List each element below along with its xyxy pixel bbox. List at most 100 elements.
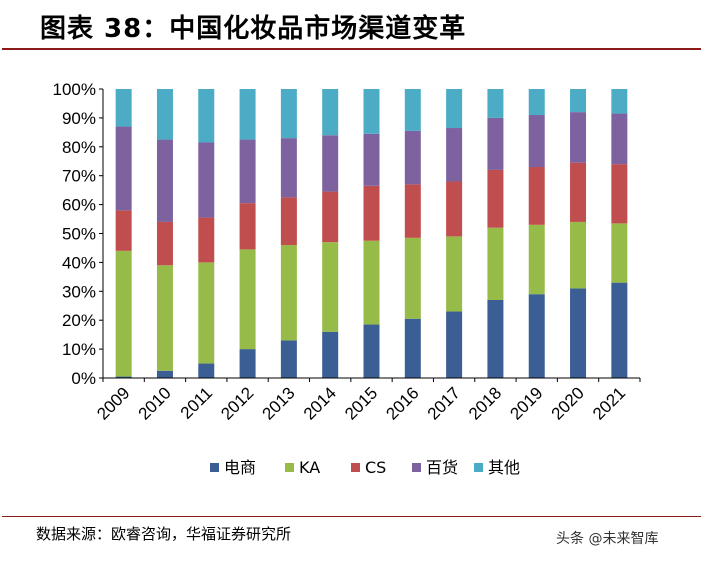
bar-2018-1: [487, 227, 504, 300]
bar-2017-0: [446, 311, 463, 378]
bar-2010-4: [156, 89, 173, 140]
bar-2018-2: [487, 169, 504, 228]
x-tick-label: 2019: [506, 383, 546, 423]
legend-swatch: [285, 463, 294, 472]
y-tick-label: 100%: [53, 80, 96, 99]
legend-label: 其他: [488, 458, 520, 477]
bar-2021-4: [611, 89, 628, 114]
bar-2014-1: [322, 242, 339, 332]
legend-label: CS: [365, 458, 386, 477]
x-tick-label: 2016: [382, 383, 422, 423]
bar-2013-0: [280, 340, 297, 378]
x-tick-label: 2015: [341, 383, 381, 423]
bar-2020-1: [570, 221, 587, 289]
bar-2012-1: [239, 249, 256, 350]
bar-2020-4: [570, 89, 587, 113]
bar-2013-3: [280, 138, 297, 198]
bar-2012-2: [239, 203, 256, 250]
y-tick-label: 30%: [62, 282, 96, 301]
bar-2011-0: [198, 363, 215, 378]
bar-2016-2: [404, 184, 421, 238]
watermark: 头条 @未来智库: [556, 531, 659, 547]
y-tick-label: 70%: [62, 167, 96, 186]
bar-2013-4: [280, 89, 297, 139]
x-tick-label: 2021: [589, 383, 629, 423]
legend-label: 电商: [224, 458, 256, 477]
bar-2016-3: [404, 130, 421, 185]
bar-2018-4: [487, 89, 504, 118]
bar-2020-2: [570, 162, 587, 222]
bar-2020-3: [570, 112, 587, 163]
bar-2016-4: [404, 89, 421, 131]
bar-2014-3: [322, 135, 339, 192]
bar-2011-1: [198, 262, 215, 364]
source-divider: [2, 516, 701, 517]
legend-label: 百货: [426, 458, 458, 477]
legend-swatch: [210, 463, 219, 472]
x-axis: 2009 2010 2011 2012 2013 2014 2015 2016 2017 2018…: [93, 377, 641, 424]
x-tick-label: 2013: [259, 383, 299, 423]
bar-2015-0: [363, 324, 380, 378]
bar-2015-1: [363, 240, 380, 325]
bar-2015-2: [363, 185, 380, 241]
bar-2019-3: [528, 115, 545, 168]
bar-2011-3: [198, 142, 215, 218]
bar-2014-2: [322, 191, 339, 243]
x-tick-label: 2017: [424, 383, 464, 423]
x-tick-label: 2010: [135, 383, 175, 423]
bar-2021-1: [611, 223, 628, 283]
bar-2009-1: [115, 250, 132, 377]
bar-2015-4: [363, 89, 380, 134]
bar-2012-0: [239, 349, 256, 378]
bar-2018-3: [487, 117, 504, 170]
x-tick-label: 2020: [548, 383, 588, 423]
bar-2014-4: [322, 89, 339, 136]
y-tick-label: 50%: [62, 225, 96, 244]
source-note: 数据来源：欧睿咨询，华福证券研究所: [36, 525, 292, 543]
bar-2009-3: [115, 126, 132, 211]
y-tick-label: 80%: [62, 138, 96, 157]
bar-2021-0: [611, 282, 628, 378]
x-tick-label: 2009: [93, 383, 133, 423]
bar-2011-4: [198, 89, 215, 143]
y-axis: 0% 10% 20% 30% 40% 50% 60% 70% 80% 90% 100%: [53, 80, 104, 388]
bar-2013-1: [280, 245, 297, 341]
y-tick-label: 20%: [62, 311, 96, 330]
bar-2013-2: [280, 197, 297, 246]
bar-2017-4: [446, 89, 463, 129]
bar-2017-1: [446, 236, 463, 312]
bar-2021-3: [611, 113, 628, 165]
y-tick-label: 10%: [62, 340, 96, 359]
bar-2019-1: [528, 224, 545, 295]
legend: 电商 KA CS 百货 其他: [210, 458, 520, 477]
bar-2009-0: [115, 376, 132, 378]
bar-2014-0: [322, 331, 339, 378]
bar-2019-0: [528, 294, 545, 378]
title-divider: [2, 48, 701, 50]
bar-2016-0: [404, 318, 421, 378]
bar-2015-3: [363, 133, 380, 186]
bar-2009-4: [115, 89, 132, 127]
legend-swatch: [474, 463, 483, 472]
x-tick-label: 2014: [300, 383, 340, 423]
bar-2017-2: [446, 181, 463, 237]
bar-2012-4: [239, 89, 256, 140]
legend-swatch: [412, 463, 421, 472]
x-tick-label: 2011: [177, 383, 216, 422]
y-tick-label: 0%: [71, 369, 96, 388]
bar-2018-0: [487, 299, 504, 378]
bar-2010-2: [156, 221, 173, 266]
plot-area: [115, 89, 628, 378]
x-tick-label: 2018: [465, 383, 505, 423]
bar-2020-0: [570, 288, 587, 378]
x-tick-label: 2012: [217, 383, 257, 423]
bar-2019-2: [528, 167, 545, 225]
bar-2019-4: [528, 89, 545, 116]
bar-2021-2: [611, 164, 628, 224]
bar-2010-3: [156, 139, 173, 222]
bar-2010-0: [156, 370, 173, 378]
legend-swatch: [351, 463, 360, 472]
stacked-bar-chart: 0%10%20%30%40%50%60%70%80%90%100% 2009 20…: [53, 80, 641, 477]
bar-2009-2: [115, 210, 132, 251]
bar-2011-2: [198, 217, 215, 263]
